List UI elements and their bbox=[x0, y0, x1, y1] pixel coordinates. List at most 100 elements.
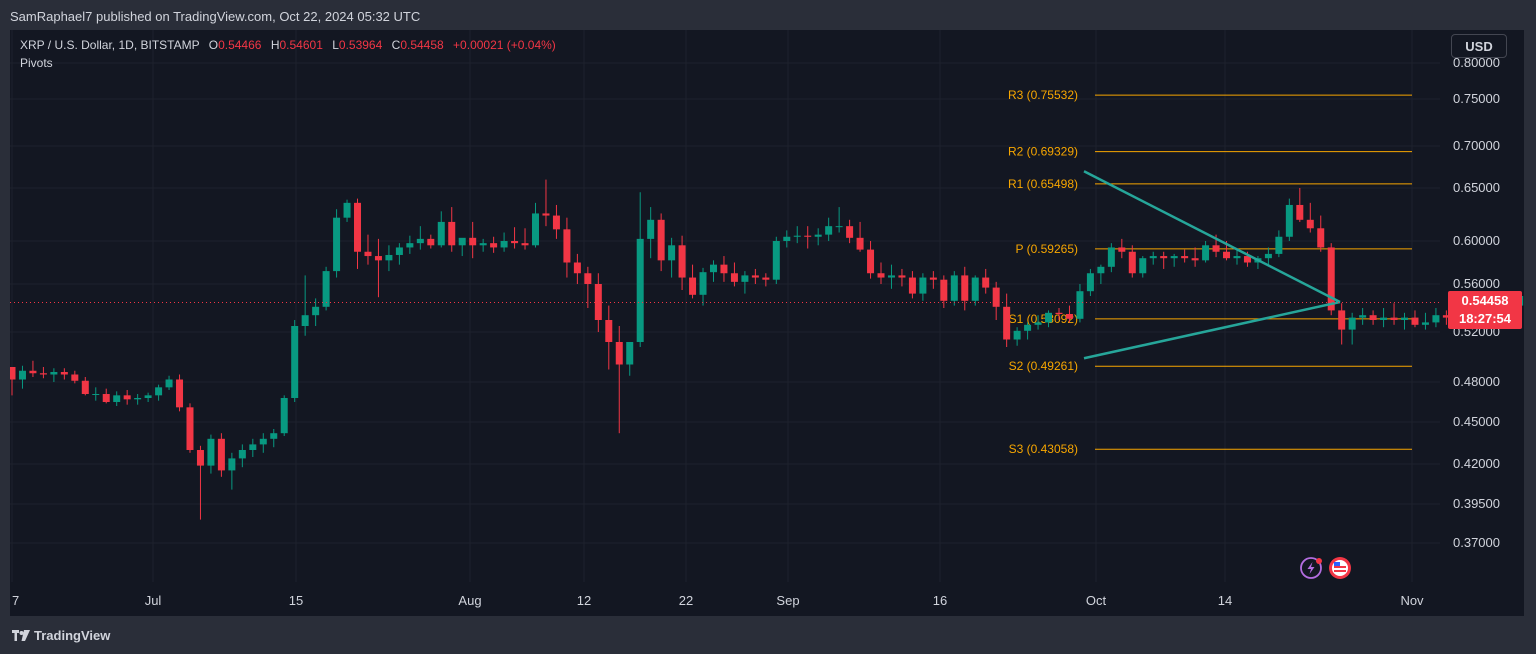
candle bbox=[176, 374, 184, 412]
candle-body bbox=[1317, 228, 1325, 248]
candle bbox=[18, 365, 26, 389]
candle-body bbox=[542, 213, 550, 216]
candle-body bbox=[155, 387, 163, 396]
candle-body bbox=[1243, 256, 1251, 263]
candle-body bbox=[835, 226, 843, 228]
candle-body bbox=[929, 277, 937, 280]
candle bbox=[144, 392, 152, 402]
candle-body bbox=[709, 264, 717, 273]
candle bbox=[479, 238, 487, 252]
price-chart[interactable]: R3 (0.75532) R2 (0.69329) R1 (0.65498) P (0… bbox=[10, 30, 1524, 616]
candle bbox=[217, 433, 225, 477]
candle bbox=[1065, 305, 1073, 323]
candle-body bbox=[259, 438, 267, 445]
candle-body bbox=[1181, 256, 1189, 259]
candle-body bbox=[18, 370, 26, 380]
candle bbox=[1191, 247, 1199, 267]
candle bbox=[908, 271, 916, 299]
candle bbox=[825, 217, 833, 241]
candle-body bbox=[1076, 291, 1084, 319]
high-value: 0.54601 bbox=[279, 38, 323, 52]
x-tick-label: Oct bbox=[1086, 593, 1107, 608]
candle-body bbox=[186, 407, 194, 450]
candle bbox=[793, 226, 801, 244]
chart-grid bbox=[10, 30, 1440, 582]
candle bbox=[1380, 308, 1388, 328]
candle-body bbox=[1264, 253, 1272, 259]
candle bbox=[238, 444, 246, 468]
candle-body bbox=[867, 249, 875, 274]
candle-body bbox=[971, 277, 979, 301]
bar-countdown: 18:27:54 bbox=[1458, 311, 1512, 326]
candle-body bbox=[741, 275, 749, 282]
time-axis: 7 Jul 15 Aug 12 22 Sep 16 Oct 14 Nov bbox=[12, 593, 1424, 608]
triangle-lower-line bbox=[1083, 300, 1341, 360]
pivot-levels: R3 (0.75532) R2 (0.69329) R1 (0.65498) P (0… bbox=[1008, 88, 1412, 456]
candle bbox=[678, 235, 686, 290]
candle bbox=[10, 367, 16, 396]
x-tick-label: Aug bbox=[458, 593, 481, 608]
candle-body bbox=[846, 226, 854, 238]
candle bbox=[699, 267, 707, 306]
candle bbox=[228, 452, 236, 490]
candle-body bbox=[1390, 317, 1398, 320]
candle bbox=[1233, 249, 1241, 265]
candle-body bbox=[50, 372, 58, 375]
candle-body bbox=[1275, 236, 1283, 254]
candle-body bbox=[270, 433, 278, 439]
candle bbox=[804, 226, 812, 249]
candle bbox=[1369, 310, 1377, 325]
indicator-label[interactable]: Pivots bbox=[20, 56, 53, 70]
open-label: O bbox=[208, 38, 219, 52]
candle bbox=[1338, 303, 1346, 345]
us-flag-icon bbox=[1329, 557, 1351, 579]
candle bbox=[1296, 188, 1304, 222]
candle-body bbox=[762, 277, 770, 280]
candle bbox=[259, 433, 267, 453]
candle-body bbox=[1191, 258, 1199, 261]
candle-body bbox=[238, 450, 246, 459]
x-tick-label: 7 bbox=[12, 593, 19, 608]
candle-body bbox=[1369, 315, 1377, 320]
candle bbox=[1097, 264, 1105, 284]
candle-body bbox=[29, 370, 37, 374]
candle-body bbox=[291, 326, 299, 398]
candle-body bbox=[113, 395, 121, 402]
y-tick-label: 0.45000 bbox=[1453, 414, 1500, 429]
candle bbox=[1160, 251, 1168, 269]
candle-body bbox=[1139, 258, 1147, 274]
candle-body bbox=[1003, 306, 1011, 340]
candle bbox=[720, 256, 728, 282]
candle bbox=[81, 377, 89, 396]
candle bbox=[647, 207, 655, 259]
x-tick-label: Nov bbox=[1400, 593, 1424, 608]
candle-body bbox=[280, 398, 288, 434]
candle bbox=[60, 368, 68, 380]
candle-body bbox=[1118, 247, 1126, 252]
candle bbox=[1045, 310, 1053, 328]
y-tick-label: 0.42000 bbox=[1453, 456, 1500, 471]
candle bbox=[950, 271, 958, 306]
publisher-bar: SamRaphael7 published on TradingView.com… bbox=[0, 0, 1536, 30]
tradingview-logo[interactable]: TradingView bbox=[12, 628, 110, 643]
candle bbox=[940, 275, 948, 308]
candle bbox=[50, 368, 58, 382]
candle bbox=[354, 198, 362, 269]
y-tick-label: 0.48000 bbox=[1453, 374, 1500, 389]
candle-body bbox=[940, 279, 948, 301]
candle-body bbox=[877, 273, 885, 278]
candle-body bbox=[416, 238, 424, 244]
candle bbox=[1055, 308, 1063, 320]
candle-body bbox=[615, 342, 623, 365]
candle-body bbox=[1296, 204, 1304, 220]
candle-body bbox=[1233, 256, 1241, 259]
symbol-legend[interactable]: XRP / U.S. Dollar, 1D, BITSTAMP O0.54466… bbox=[20, 38, 556, 52]
candle bbox=[971, 275, 979, 306]
candle bbox=[333, 209, 341, 278]
currency-button[interactable]: USD bbox=[1451, 34, 1507, 58]
candle bbox=[437, 211, 445, 248]
pivot-label-r1: R1 (0.65498) bbox=[1008, 177, 1078, 191]
pivot-label-r2: R2 (0.69329) bbox=[1008, 145, 1078, 159]
candle-body bbox=[573, 262, 581, 274]
chart-pane[interactable]: R3 (0.75532) R2 (0.69329) R1 (0.65498) P (0… bbox=[10, 30, 1524, 616]
